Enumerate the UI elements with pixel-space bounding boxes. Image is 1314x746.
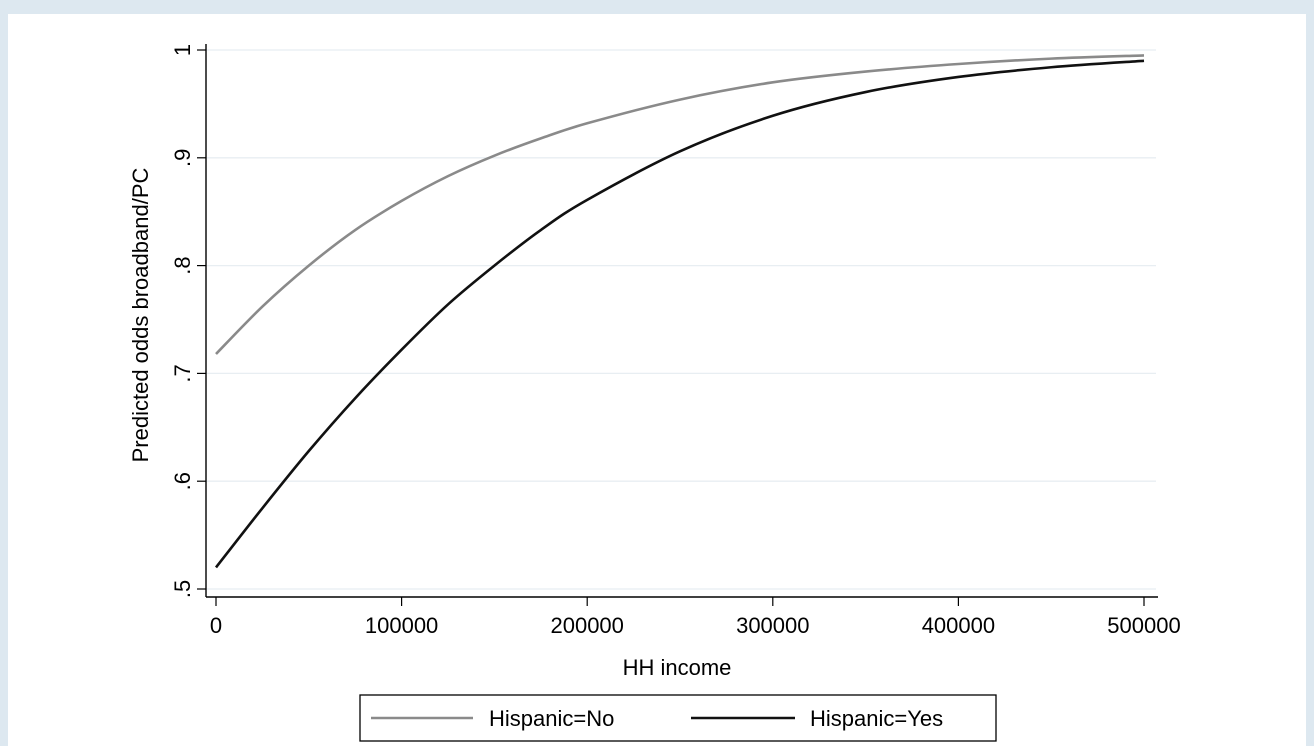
y-tick-label: .5 bbox=[170, 580, 195, 598]
y-tick-label: .9 bbox=[170, 149, 195, 167]
x-tick-label: 300000 bbox=[736, 613, 809, 638]
x-tick-label: 500000 bbox=[1107, 613, 1180, 638]
series-line-hispanic-no bbox=[215, 54, 1145, 355]
series-line-hispanic-yes bbox=[214, 59, 1145, 569]
y-tick-label: 1 bbox=[170, 44, 195, 56]
y-tick-label: .6 bbox=[170, 472, 195, 490]
x-tick-label: 0 bbox=[210, 613, 222, 638]
x-tick-label: 100000 bbox=[365, 613, 438, 638]
axes: .5 .6 .7 .8 .9 1 0 100000 200000 300000 400000 5000… bbox=[170, 44, 1181, 638]
y-tick-label: .8 bbox=[170, 256, 195, 274]
legend: Hispanic=No Hispanic=Yes bbox=[359, 694, 997, 742]
x-tick-label: 400000 bbox=[922, 613, 995, 638]
grid-lines bbox=[206, 49, 1156, 590]
chart-panel: .5 .6 .7 .8 .9 1 0 100000 200000 300000 400000 5000… bbox=[8, 14, 1306, 746]
legend-label-hispanic-no: Hispanic=No bbox=[489, 706, 614, 731]
x-axis-title: HH income bbox=[623, 655, 732, 680]
y-tick-label: .7 bbox=[170, 364, 195, 382]
line-chart: .5 .6 .7 .8 .9 1 0 100000 200000 300000 400000 5000… bbox=[128, 44, 1181, 742]
series-lines bbox=[214, 54, 1145, 569]
legend-label-hispanic-yes: Hispanic=Yes bbox=[810, 706, 943, 731]
y-axis-title: Predicted odds broadband/PC bbox=[128, 168, 153, 463]
x-tick-label: 200000 bbox=[550, 613, 623, 638]
